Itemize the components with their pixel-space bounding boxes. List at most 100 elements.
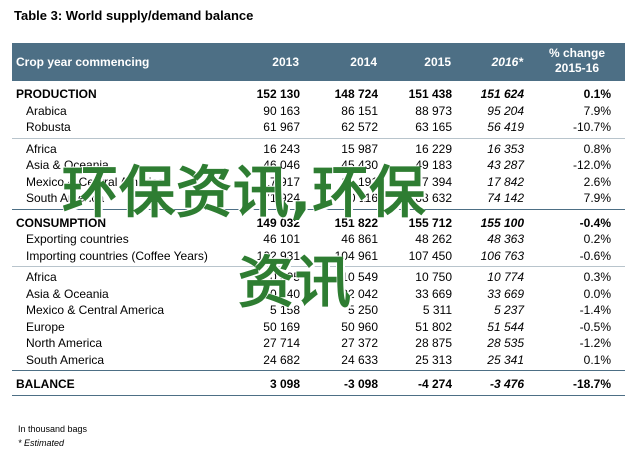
cell: 148 724 bbox=[334, 87, 378, 101]
cell: 104 961 bbox=[334, 248, 378, 263]
cell: 15 987 bbox=[341, 141, 378, 156]
cell: 17 842 bbox=[487, 174, 524, 189]
watermark-line1: 环保资讯,环保 bbox=[62, 161, 427, 226]
cell: 62 572 bbox=[341, 120, 378, 134]
cell: 17 191 bbox=[341, 174, 378, 189]
cell: 5 158 bbox=[269, 303, 300, 317]
row-label: Importing countries (Coffee Years) bbox=[26, 248, 208, 263]
row-label: Mexico & Central America bbox=[26, 174, 165, 189]
row-label: South America bbox=[26, 191, 105, 205]
cell: 10 549 bbox=[341, 270, 378, 284]
row-label: Africa bbox=[26, 270, 57, 284]
cell: 27 372 bbox=[341, 336, 378, 350]
cell: 48 363 bbox=[487, 232, 524, 246]
cell: 106 763 bbox=[480, 248, 524, 263]
cell: 95 204 bbox=[487, 103, 524, 118]
table-row: Mexico & Central America 17 917 17 191 1… bbox=[12, 174, 625, 191]
cell: 33 669 bbox=[487, 286, 524, 301]
cell: 16 229 bbox=[415, 141, 452, 156]
cell: 48 262 bbox=[415, 232, 452, 246]
pct-cell: 7.9% bbox=[583, 191, 611, 205]
table-row: South America 24 682 24 633 25 313 25 34… bbox=[12, 352, 625, 369]
supply-demand-table: Crop year commencing 2013 2014 2015 2016… bbox=[12, 43, 625, 398]
cell: 155 100 bbox=[480, 215, 524, 230]
cell: 17 917 bbox=[263, 174, 300, 189]
cell: -4 274 bbox=[417, 377, 452, 391]
row-label: CONSUMPTION bbox=[16, 215, 106, 230]
table-row: Arabica 90 163 86 151 88 973 95 204 7.9% bbox=[12, 103, 625, 120]
cell: 43 287 bbox=[487, 158, 524, 172]
pct-cell: -12.0% bbox=[572, 158, 611, 172]
table-row: Exporting countries 46 101 46 861 48 262… bbox=[12, 231, 625, 248]
row-label: Exporting countries bbox=[26, 232, 129, 246]
pct-cell: 2.6% bbox=[583, 174, 611, 189]
row-label: Asia & Oceania bbox=[26, 286, 109, 301]
pct-cell: 0.3% bbox=[583, 270, 611, 284]
cell: 56 419 bbox=[487, 120, 524, 134]
table-title: Table 3: World supply/demand balance bbox=[14, 8, 254, 23]
cell: 16 243 bbox=[263, 141, 300, 156]
pct-cell: 0.2% bbox=[583, 232, 611, 246]
header-pct-line1: % change bbox=[548, 46, 605, 60]
cell: 50 169 bbox=[263, 319, 300, 334]
cell: 51 802 bbox=[415, 319, 452, 334]
table-row-balance: BALANCE 3 098 -3 098 -4 274 -3 476 -18.7… bbox=[12, 376, 625, 393]
cell: 63 165 bbox=[415, 120, 452, 134]
header-year-2014: 2014 bbox=[350, 55, 377, 69]
pct-cell: 0.0% bbox=[583, 286, 611, 301]
pct-cell: 0.1% bbox=[583, 87, 611, 101]
cell: 71 924 bbox=[263, 191, 300, 205]
pct-cell: 0.1% bbox=[583, 352, 611, 367]
pct-cell: 7.9% bbox=[583, 103, 611, 118]
table-row: Africa 16 243 15 987 16 229 16 353 0.8% bbox=[12, 141, 625, 158]
header-pct-line2: 2015-16 bbox=[554, 61, 600, 75]
row-label: South America bbox=[26, 352, 105, 367]
cell: 5 250 bbox=[347, 303, 378, 317]
cell: 27 714 bbox=[263, 336, 300, 350]
row-label: Africa bbox=[26, 141, 57, 156]
cell: 33 669 bbox=[415, 286, 452, 301]
table-row: Robusta 61 967 62 572 63 165 56 419 -10.… bbox=[12, 119, 625, 136]
table-row: Mexico & Central America 5 158 5 250 5 3… bbox=[12, 302, 625, 319]
footnote-estimated: * Estimated bbox=[18, 438, 65, 448]
table-row: Africa 10 395 10 549 10 750 10 774 0.3% bbox=[12, 269, 625, 286]
cell: 107 450 bbox=[408, 248, 452, 263]
table-row: Europe 50 169 50 960 51 802 51 544 -0.5% bbox=[12, 319, 625, 336]
cell: 24 633 bbox=[341, 352, 378, 367]
header-year-2016: 2016* bbox=[491, 55, 523, 69]
row-label: Europe bbox=[26, 319, 65, 334]
row-label: Mexico & Central America bbox=[26, 303, 165, 317]
cell: 51 544 bbox=[487, 319, 524, 334]
cell: 151 438 bbox=[408, 87, 452, 101]
cell: 151 822 bbox=[334, 215, 378, 230]
footnote-units: In thousand bags bbox=[18, 424, 88, 434]
row-label: BALANCE bbox=[16, 377, 75, 391]
cell: 45 430 bbox=[341, 158, 378, 172]
cell: -3 098 bbox=[343, 377, 378, 391]
cell: 90 163 bbox=[263, 103, 300, 118]
table-row: Asia & Oceania 46 046 45 430 49 183 43 2… bbox=[12, 157, 625, 174]
pct-cell: 0.8% bbox=[583, 141, 611, 156]
cell: 24 682 bbox=[263, 352, 300, 367]
cell: 28 875 bbox=[415, 336, 452, 350]
cell: 46 101 bbox=[263, 232, 300, 246]
table-row-consumption: CONSUMPTION 149 032 151 822 155 712 155 … bbox=[12, 215, 625, 232]
cell: 151 624 bbox=[480, 87, 524, 101]
row-label: Asia & Oceania bbox=[26, 158, 109, 172]
cell: 25 313 bbox=[415, 352, 452, 367]
table-row: Importing countries (Coffee Years) 102 9… bbox=[12, 248, 625, 265]
cell: 49 183 bbox=[415, 158, 452, 172]
table-row: South America 71 924 70 116 68 632 74 14… bbox=[12, 190, 625, 207]
header-year-2013: 2013 bbox=[272, 55, 299, 69]
cell: 88 973 bbox=[415, 103, 452, 118]
cell: 28 535 bbox=[487, 336, 524, 350]
table-row-production: PRODUCTION 152 130 148 724 151 438 151 6… bbox=[12, 86, 625, 103]
cell: 74 142 bbox=[487, 191, 524, 205]
row-label: North America bbox=[26, 336, 103, 350]
row-label: PRODUCTION bbox=[16, 87, 97, 101]
pct-cell: -1.4% bbox=[579, 303, 611, 317]
pct-cell: -0.5% bbox=[579, 319, 611, 334]
cell: 61 967 bbox=[263, 120, 300, 134]
pct-cell: -0.4% bbox=[579, 215, 611, 230]
cell: 32 042 bbox=[341, 286, 378, 301]
